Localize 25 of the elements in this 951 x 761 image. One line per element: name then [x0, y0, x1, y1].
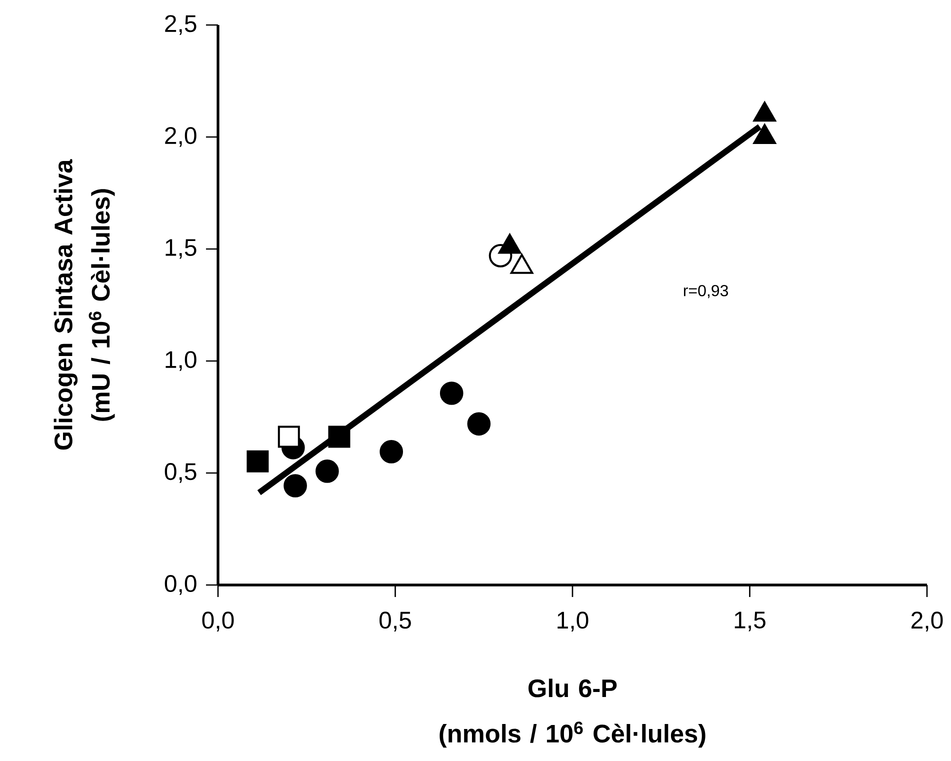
- point: [278, 426, 300, 448]
- point: [753, 124, 776, 144]
- x-tick-label: 1,5: [734, 612, 766, 632]
- point: [498, 234, 522, 254]
- x-tick-label: 0,0: [202, 612, 234, 632]
- x-tick-label: 1,0: [558, 612, 588, 632]
- y-tick-label: 0,0: [164, 575, 196, 595]
- y-tick-label: 1,0: [166, 351, 196, 371]
- point: [467, 412, 491, 436]
- point: [328, 426, 350, 448]
- y-tick-label: 2,5: [165, 15, 196, 35]
- y-tick-label: 2,0: [165, 127, 196, 147]
- point: [380, 440, 404, 464]
- y-tick-label: 1,5: [166, 239, 196, 259]
- y-tick-label: 0,5: [164, 463, 196, 483]
- point: [284, 474, 307, 498]
- point: [246, 450, 269, 472]
- annotation: r=0,93: [684, 284, 728, 298]
- x-tick-label: 2,0: [912, 612, 943, 632]
- point: [510, 254, 534, 274]
- point: [316, 460, 339, 483]
- x-tick-label: 0,5: [380, 612, 411, 632]
- point: [440, 382, 464, 405]
- x-axis-title: Glu 6-P (nmols / 10$^{6}$ Cèl·lules): [440, 678, 706, 748]
- point: [753, 102, 776, 122]
